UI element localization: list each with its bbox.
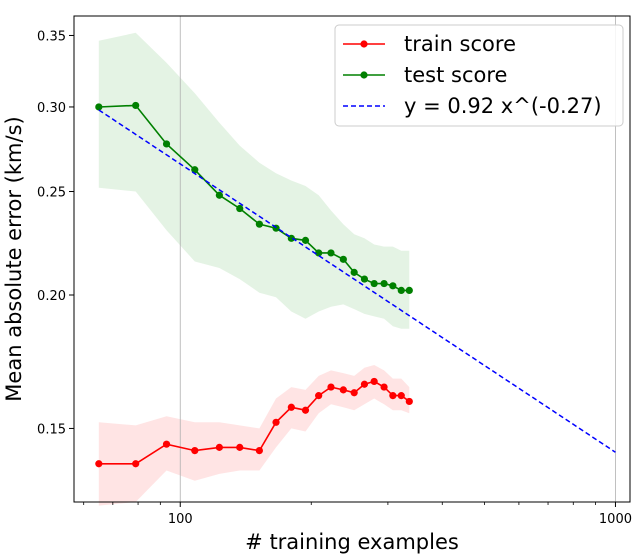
data-point-test-score [360,275,369,283]
data-point-train-score [350,389,358,397]
band-train-score [98,365,410,506]
y-tick-label: 0.20 [37,289,66,304]
data-point-test-score [236,204,244,213]
data-point-train-score [287,403,295,411]
data-point-train-score [370,377,378,386]
data-point-test-score [215,191,223,199]
data-point-train-score [236,443,244,451]
data-point-train-score [215,443,223,451]
legend-entry-1-label: train score [404,32,516,56]
data-point-train-score [162,440,171,448]
data-point-test-score [315,249,323,257]
data-series [95,101,616,468]
data-point-test-score [397,286,405,294]
legend-entry-1-marker [360,40,368,48]
y-tick-label: 0.25 [37,186,66,201]
data-point-train-score [255,447,263,455]
legend-entry-3-label: y = 0.92 x^(-0.27) [404,94,602,118]
data-point-test-score [380,279,388,288]
data-point-train-score [272,418,280,426]
data-point-test-score [405,286,413,294]
data-point-train-score [191,447,199,455]
data-point-train-score [380,383,388,391]
data-point-test-score [327,249,335,257]
data-point-train-score [301,406,310,414]
data-point-train-score [315,392,323,400]
x-axis: 100 1000 [83,502,632,527]
data-point-train-score [327,383,335,391]
data-point-test-score [350,268,358,276]
data-point-test-score [301,236,310,244]
x-tick-label: 1000 [599,512,632,527]
data-point-train-score [397,392,405,400]
y-axis: 0.15 0.20 0.25 0.30 0.35 [37,29,74,437]
fit-line [98,109,616,453]
y-tick-label: 0.15 [37,422,66,437]
y-tick-label: 0.35 [37,29,66,44]
legend-entry-2-label: test score [404,63,507,87]
x-axis-label: # training examples [245,530,459,554]
data-point-test-score [389,282,397,290]
data-point-train-score [132,460,140,468]
data-point-test-score [162,140,171,148]
data-point-test-score [339,255,347,263]
legend-box [334,24,624,127]
data-point-test-score [370,279,378,288]
data-point-test-score [255,220,263,228]
data-point-train-score [405,397,413,406]
y-axis-label: Mean absolute error (km/s) [2,116,26,401]
data-point-train-score [95,460,103,468]
data-point-train-score [389,392,397,400]
legend: train score test score y = 0.92 x^(-0.27) [334,24,624,127]
x-tick-label: 100 [168,512,193,527]
plot-frame [73,15,631,503]
legend-entry-2-marker [360,71,368,79]
y-tick-label: 0.30 [37,101,66,116]
data-point-test-score [132,101,140,110]
data-point-train-score [360,380,369,388]
data-point-train-score [339,386,347,394]
data-point-test-score [95,103,103,111]
